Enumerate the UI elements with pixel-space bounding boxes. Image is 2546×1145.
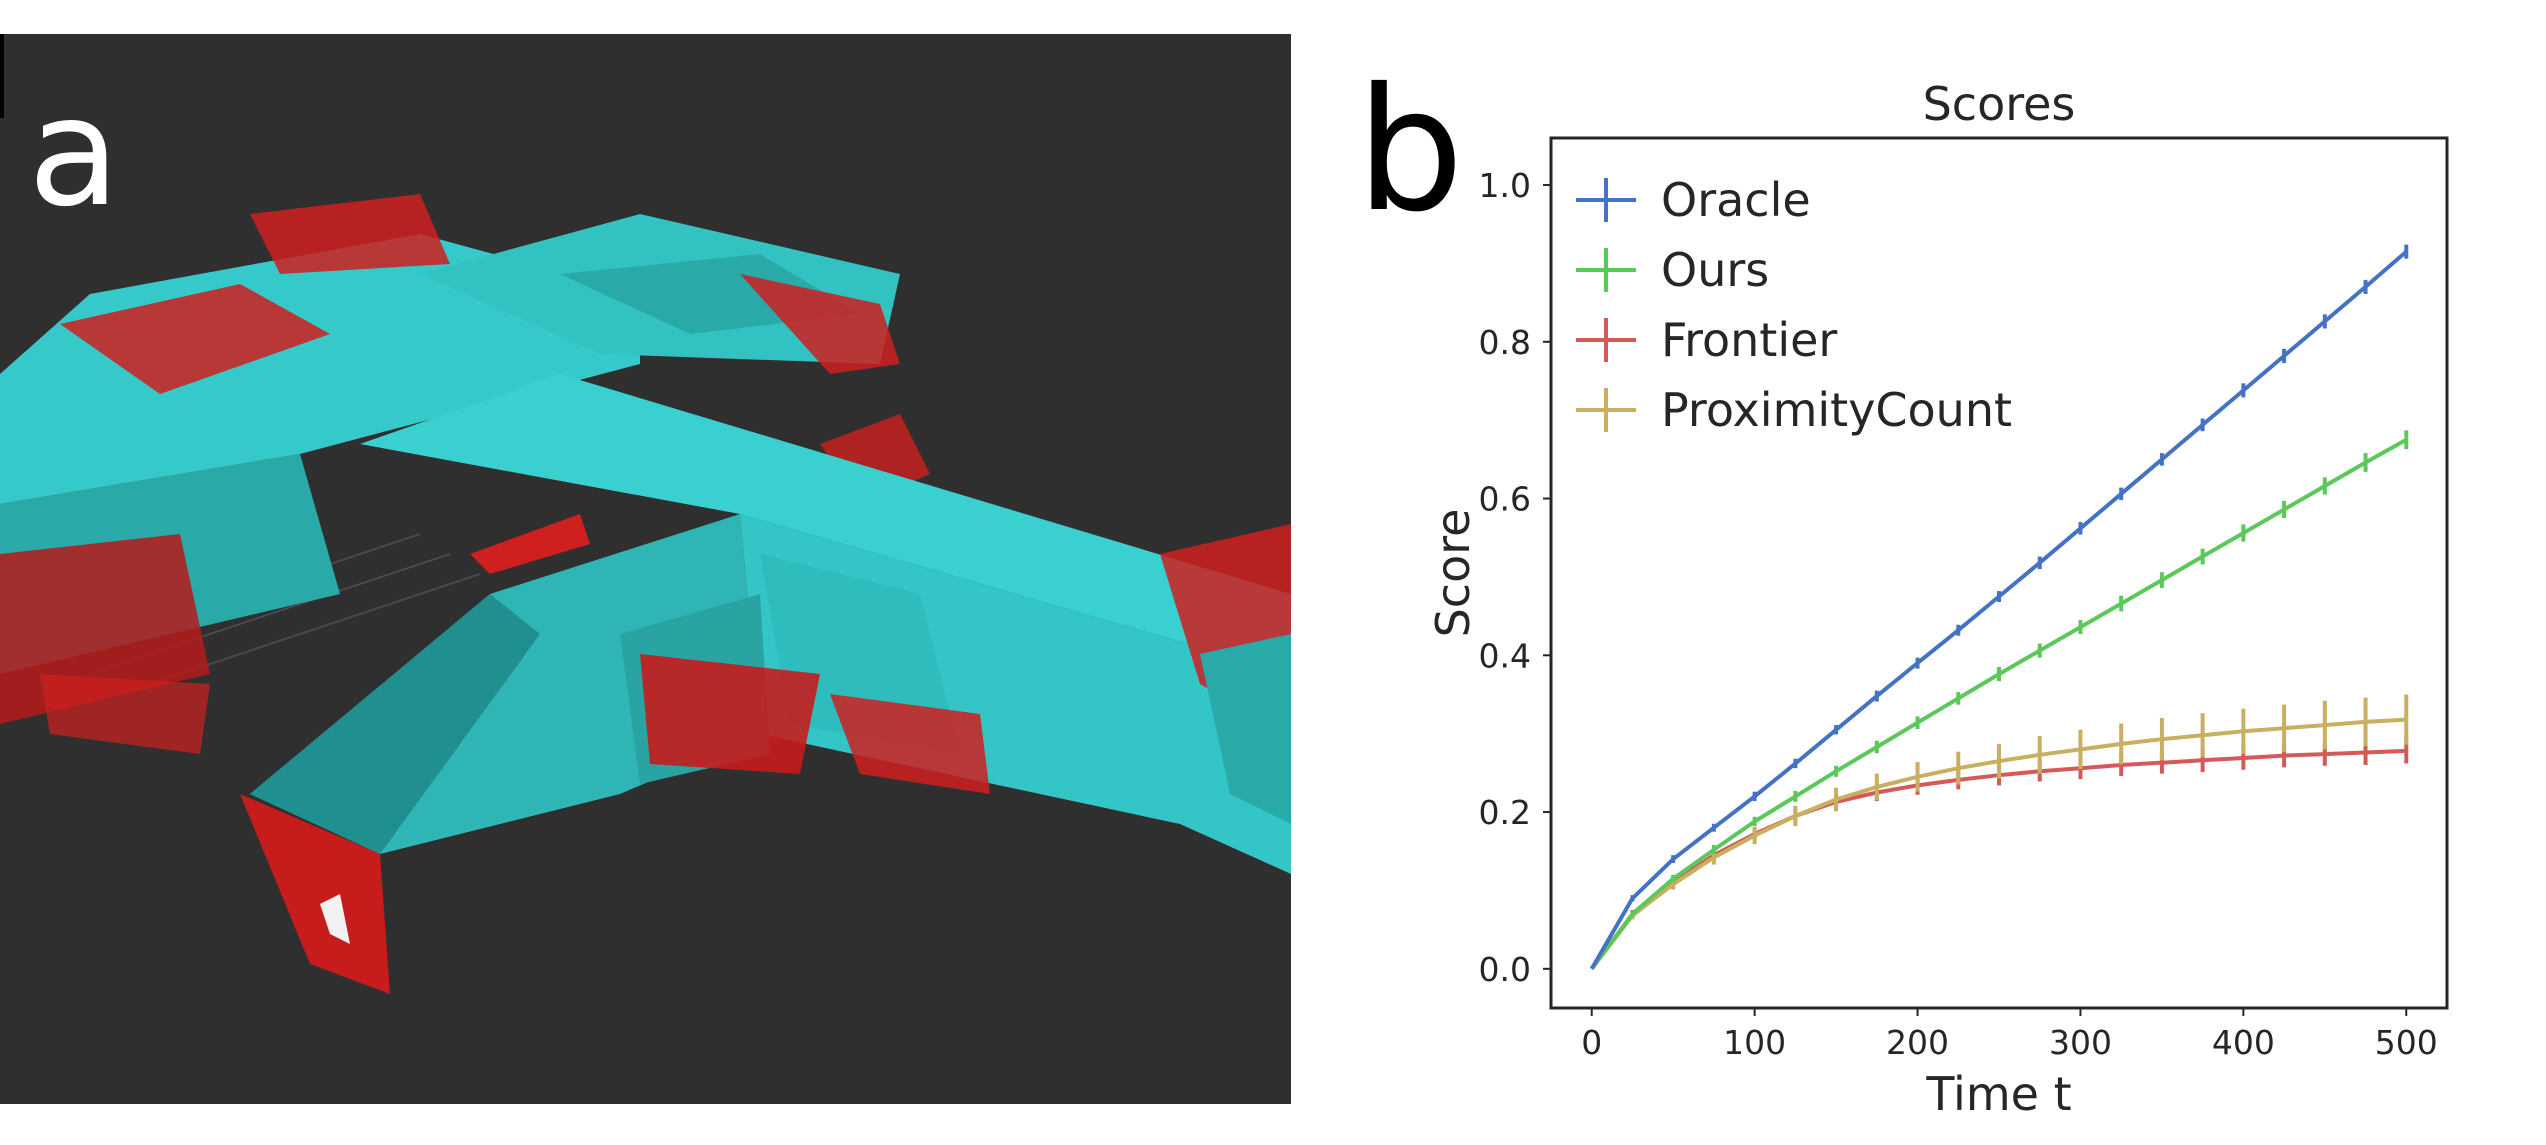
y-tick-label: 0.2 <box>1479 793 1531 832</box>
legend: Oracle Ours Frontier ProximityCount <box>1576 173 2012 437</box>
y-tick-label: 0.6 <box>1479 480 1531 519</box>
panel-a-label: a <box>28 66 120 240</box>
y-tick-label: 1.0 <box>1479 166 1531 205</box>
corridor-front <box>240 514 990 994</box>
series-line <box>1590 438 2408 970</box>
y-axis: 0.0 0.2 0.4 0.6 0.8 1.0 <box>1479 166 1551 989</box>
series-proximitycount <box>1590 694 2409 971</box>
x-tick-label: 0 <box>1581 1023 1602 1062</box>
series-ours <box>1590 430 2409 970</box>
y-axis-label: Score <box>1426 509 1480 638</box>
corridor-back-left <box>0 194 640 754</box>
panel-a-scene <box>0 34 1291 1104</box>
corridor-main <box>360 374 1291 874</box>
y-tick-label: 0.4 <box>1479 636 1531 675</box>
y-tick-label: 0.0 <box>1479 950 1531 989</box>
legend-item: Oracle <box>1576 173 1811 227</box>
x-tick-label: 100 <box>1723 1023 1786 1062</box>
point-cloud-scene <box>0 194 1291 994</box>
legend-item: ProximityCount <box>1576 383 2012 437</box>
legend-label: Oracle <box>1661 173 1811 227</box>
x-axis: 0 100 200 300 400 500 <box>1581 1008 2438 1062</box>
chart-title: Scores <box>1923 77 2076 131</box>
legend-label: ProximityCount <box>1661 383 2012 437</box>
series-oracle <box>1589 244 2409 970</box>
x-tick-label: 300 <box>2049 1023 2112 1062</box>
legend-item: Frontier <box>1576 313 1837 367</box>
plot-frame <box>1549 136 2449 1010</box>
panel-b-label: b <box>1356 52 1464 250</box>
corner-tick-mark <box>0 34 4 118</box>
series-layer <box>1589 244 2409 971</box>
scores-chart: Scores 0 100 200 300 400 500 0.0 0.2 0.4 0.6 0.8 1… <box>1426 77 2449 1121</box>
x-tick-label: 200 <box>1886 1023 1949 1062</box>
legend-label: Frontier <box>1661 313 1837 367</box>
x-tick-label: 400 <box>2212 1023 2275 1062</box>
x-axis-label: Time t <box>1925 1067 2071 1121</box>
legend-label: Ours <box>1661 243 1769 297</box>
x-tick-label: 500 <box>2375 1023 2438 1062</box>
y-tick-label: 0.8 <box>1479 323 1531 362</box>
legend-item: Ours <box>1576 243 1769 297</box>
